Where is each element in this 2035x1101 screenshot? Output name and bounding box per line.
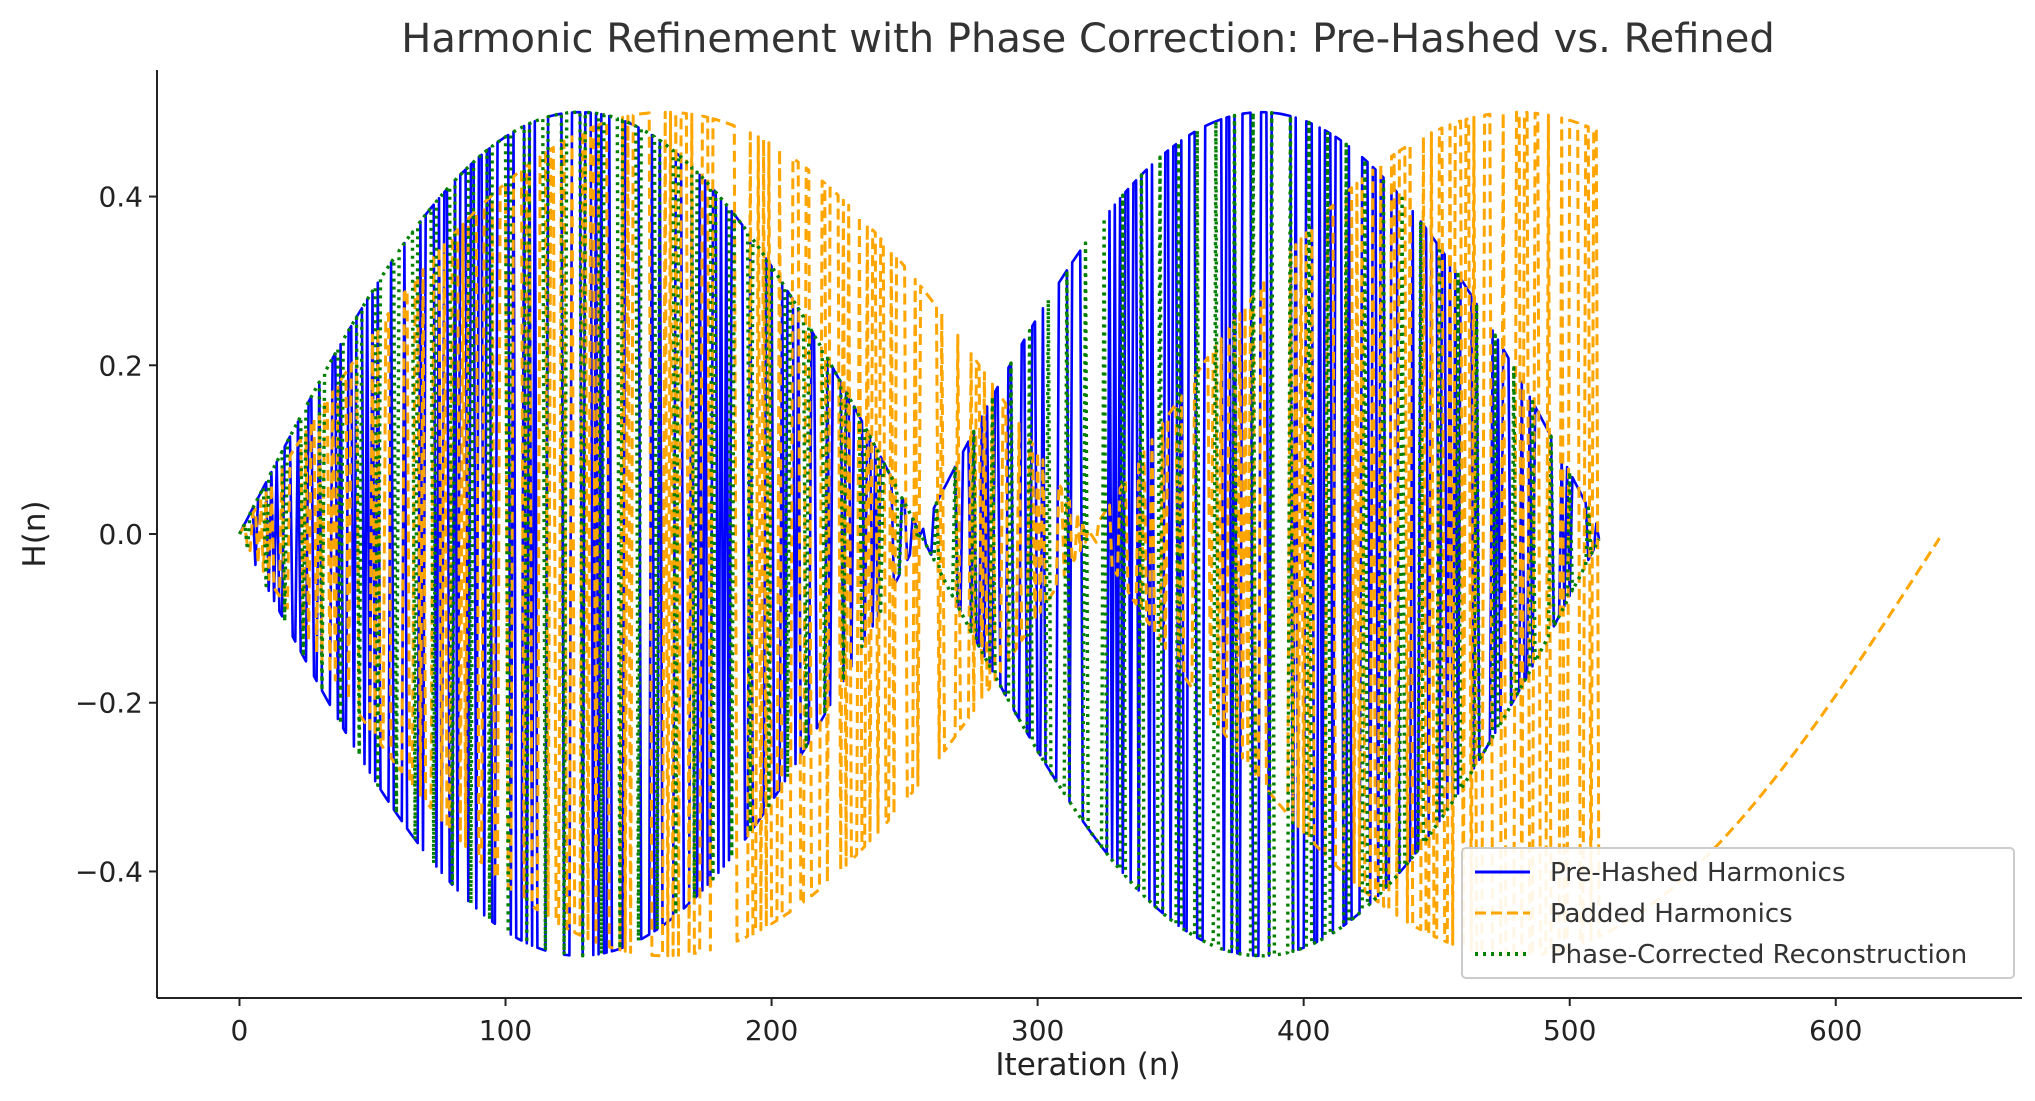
x-axis-label: Iteration (n) bbox=[995, 1047, 1180, 1083]
x-tick-label: 300 bbox=[1011, 1014, 1064, 1047]
y-tick-label: −0.4 bbox=[75, 855, 143, 888]
legend-label-pre-hashed: Pre-Hashed Harmonics bbox=[1550, 858, 1845, 888]
plot-lines bbox=[237, 110, 1941, 958]
y-tick-label: −0.2 bbox=[75, 687, 143, 720]
chart-title: Harmonic Refinement with Phase Correctio… bbox=[401, 16, 1775, 62]
y-tick-label: 0.0 bbox=[98, 518, 143, 551]
x-tick-label: 400 bbox=[1277, 1014, 1330, 1047]
y-tick-label: 0.2 bbox=[98, 349, 143, 382]
legend: Pre-Hashed Harmonics Padded Harmonics Ph… bbox=[1461, 847, 2015, 979]
x-ticks: 0 100 200 300 400 500 600 bbox=[231, 998, 1862, 1047]
legend-box bbox=[1461, 847, 2015, 979]
x-tick-label: 500 bbox=[1543, 1014, 1596, 1047]
series-phase-corrected-line bbox=[237, 110, 1601, 958]
y-tick-label: 0.4 bbox=[98, 181, 143, 214]
x-tick-label: 0 bbox=[231, 1014, 249, 1047]
x-tick-label: 100 bbox=[479, 1014, 532, 1047]
y-ticks: −0.4 −0.2 0.0 0.2 0.4 bbox=[75, 181, 157, 888]
x-tick-label: 200 bbox=[745, 1014, 798, 1047]
y-axis-label: H(n) bbox=[17, 500, 53, 567]
legend-label-padded: Padded Harmonics bbox=[1550, 899, 1793, 929]
legend-label-phase-corrected: Phase-Corrected Reconstruction bbox=[1550, 940, 1967, 970]
x-tick-label: 600 bbox=[1809, 1014, 1862, 1047]
